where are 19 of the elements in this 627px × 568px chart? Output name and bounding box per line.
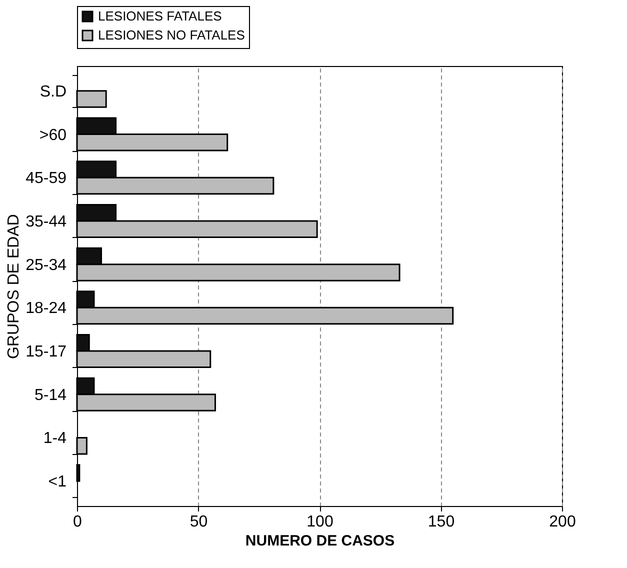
y-tick-label: 35-44 [26, 213, 67, 230]
x-axis-title: NUMERO DE CASOS [245, 532, 395, 550]
x-tick-label: 50 [190, 514, 208, 530]
y-tick-label: 1-4 [43, 430, 67, 448]
y-tick-label: <1 [48, 474, 67, 491]
y-tick-label: 15-17 [26, 344, 67, 361]
y-axis-title: GRUPOS DE EDAD [6, 214, 23, 359]
legend-label: LESIONES NO FATALES [98, 28, 246, 42]
x-tick-label: 150 [428, 514, 455, 530]
legend-label: LESIONES FATALES [98, 8, 222, 24]
y-tick-label: 18-24 [26, 300, 67, 318]
x-tick-label: 200 [549, 514, 576, 530]
y-tick-label: 5-14 [34, 386, 67, 404]
y-tick-label: S.D [40, 83, 66, 100]
x-tick-label: 0 [73, 514, 82, 530]
y-tick-label: 45-59 [26, 170, 67, 188]
x-tick-label: 100 [306, 514, 334, 530]
y-tick-label: 25-34 [26, 256, 67, 274]
y-tick-label: >60 [39, 126, 67, 144]
